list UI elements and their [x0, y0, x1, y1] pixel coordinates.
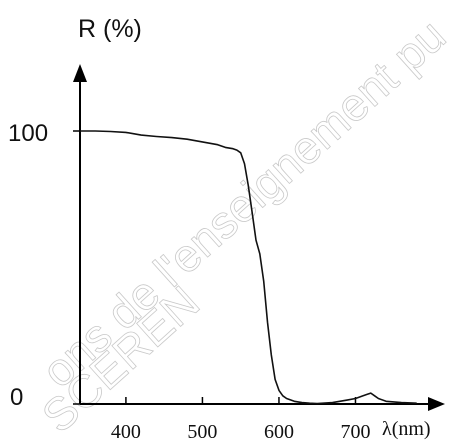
x-tick-label-400: 400 [111, 421, 141, 443]
watermark-line-1: ons de l'enseignement pu [32, 9, 455, 397]
y-axis-arrow [73, 64, 87, 82]
series-line [80, 130, 417, 405]
x-tick-label-700: 700 [340, 421, 370, 443]
y-tick-label-100: 100 [8, 120, 48, 147]
x-tick-label-500: 500 [187, 421, 217, 443]
y-axis-label: R (%) [78, 15, 142, 43]
y-tick-label-0: 0 [10, 384, 23, 411]
x-axis-label: λ(nm) [382, 418, 431, 440]
x-tick-label-600: 600 [264, 421, 294, 443]
x-axis-arrow [428, 397, 445, 411]
